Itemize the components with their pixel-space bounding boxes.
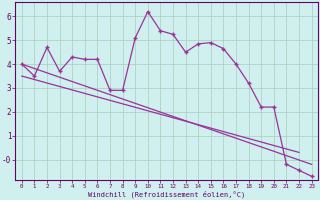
X-axis label: Windchill (Refroidissement éolien,°C): Windchill (Refroidissement éolien,°C) [88, 190, 245, 198]
